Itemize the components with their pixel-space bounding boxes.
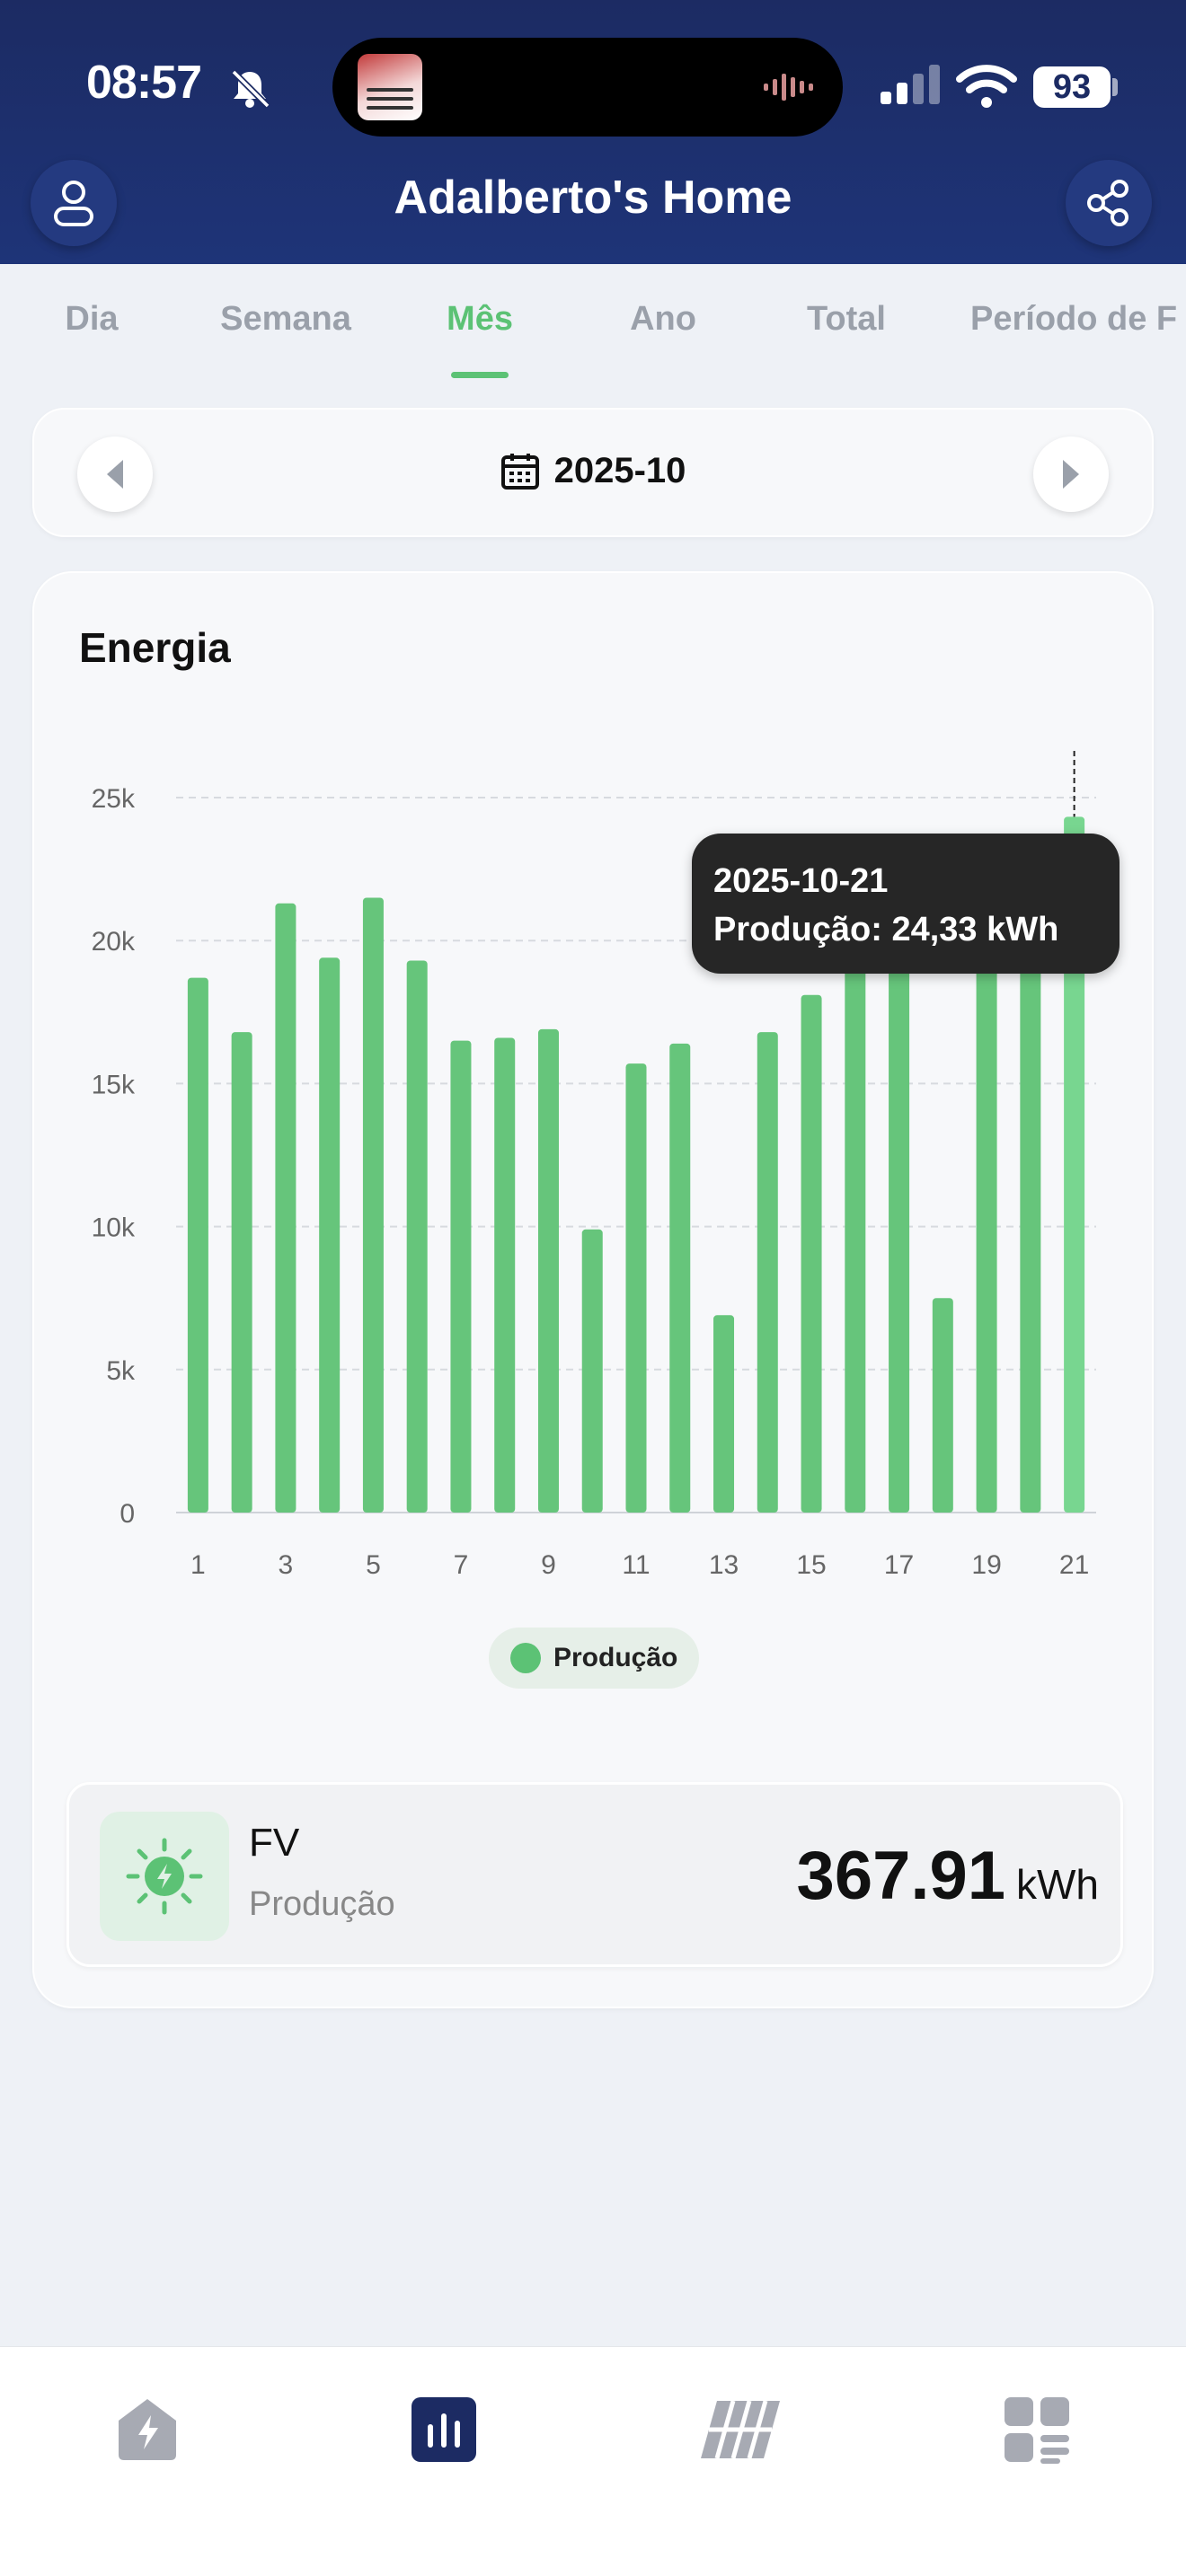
bottom-navigation xyxy=(0,2346,1186,2576)
energy-chart-card: Energia 25k 20k 15k 10k 5k 0 1 3 5 7 9 11 13 15 17 19 21… xyxy=(32,571,1154,2008)
chevron-left-icon xyxy=(107,460,123,489)
chart-legend[interactable]: Produção xyxy=(489,1628,700,1689)
bar xyxy=(450,1040,472,1513)
x-tick-label: 11 xyxy=(622,1550,650,1580)
tab-dia[interactable]: Dia xyxy=(65,300,119,338)
cellular-signal-icon xyxy=(881,65,940,104)
y-tick-label: 15k xyxy=(92,1070,136,1099)
wifi-icon xyxy=(956,65,1017,108)
x-tick-label: 3 xyxy=(279,1550,294,1580)
bar xyxy=(976,940,997,1513)
legend-swatch xyxy=(510,1643,541,1673)
tab-total[interactable]: Total xyxy=(807,300,886,338)
bar xyxy=(1020,834,1041,1513)
date-selector: 2025-10 xyxy=(32,408,1154,537)
x-tick-label: 9 xyxy=(541,1550,556,1580)
pv-summary: FV Produção 367.91 kWh xyxy=(66,1782,1123,1967)
x-tick-label: 17 xyxy=(884,1550,914,1580)
bar xyxy=(757,1032,778,1513)
tab-periodo[interactable]: Período de F xyxy=(970,300,1178,338)
user-icon xyxy=(54,181,93,226)
tooltip-value: Produção: 24,33 kWh xyxy=(713,911,1059,948)
date-display[interactable]: 2025-10 xyxy=(34,451,1152,491)
status-time: 08:57 xyxy=(86,57,202,109)
bar xyxy=(537,1028,559,1513)
y-tick-label: 10k xyxy=(92,1213,136,1243)
bar xyxy=(932,1298,953,1513)
battery-tip xyxy=(1112,78,1118,96)
x-tick-label: 1 xyxy=(190,1550,206,1580)
pv-icon-box xyxy=(100,1812,229,1941)
legend-label: Produção xyxy=(553,1643,678,1672)
home-energy-icon xyxy=(119,2399,176,2460)
pv-total-value: 367.91 xyxy=(796,1838,1005,1914)
tooltip-date: 2025-10-21 xyxy=(713,862,889,900)
battery-indicator: 93 xyxy=(1033,66,1111,108)
bar xyxy=(669,1043,691,1513)
app-header: 08:57 93 xyxy=(0,0,1186,264)
active-tab-indicator xyxy=(451,372,509,378)
bar xyxy=(801,994,822,1513)
nav-statistics[interactable] xyxy=(401,2386,487,2473)
y-tick-label: 25k xyxy=(92,784,136,814)
bar xyxy=(581,1229,603,1513)
pv-total-unit: kWh xyxy=(1016,1861,1099,1908)
bar xyxy=(713,1315,735,1513)
y-tick-label: 20k xyxy=(92,927,136,957)
pv-total: 367.91 kWh xyxy=(797,1837,1099,1915)
bar xyxy=(625,1063,647,1513)
chart-title: Energia xyxy=(79,624,231,671)
nav-more[interactable] xyxy=(994,2386,1080,2473)
x-tick-label: 21 xyxy=(1059,1550,1089,1580)
bar xyxy=(231,1032,252,1513)
previous-month-button[interactable] xyxy=(77,437,153,512)
bar-chart-icon xyxy=(412,2397,476,2462)
chart-tooltip: 2025-10-21 Produção: 24,33 kWh xyxy=(692,834,1120,974)
period-tabs: Dia Semana Mês Ano Total Período de F xyxy=(0,264,1186,381)
bar xyxy=(845,943,866,1513)
bar xyxy=(319,957,341,1513)
bar xyxy=(1064,816,1085,1513)
dashboard-grid-icon xyxy=(1005,2397,1069,2464)
x-tick-label: 15 xyxy=(796,1550,826,1580)
solar-panel-icon xyxy=(701,2400,780,2459)
solar-sun-icon xyxy=(126,1838,203,1915)
dynamic-island xyxy=(332,38,843,137)
x-tick-label: 13 xyxy=(709,1550,739,1580)
page-title: Adalberto's Home xyxy=(394,172,792,224)
bar xyxy=(494,1037,516,1513)
profile-button[interactable] xyxy=(31,160,117,246)
bar xyxy=(362,897,384,1513)
x-tick-label: 7 xyxy=(454,1550,469,1580)
chevron-right-icon xyxy=(1063,460,1079,489)
tab-mes[interactable]: Mês xyxy=(447,300,513,338)
bar xyxy=(889,963,910,1513)
nav-devices[interactable] xyxy=(697,2386,783,2473)
share-button[interactable] xyxy=(1066,160,1152,246)
tab-ano[interactable]: Ano xyxy=(630,300,696,338)
pv-sublabel: Produção xyxy=(249,1885,395,1923)
y-tick-label: 5k xyxy=(106,1356,136,1386)
x-tick-label: 5 xyxy=(366,1550,381,1580)
bell-off-icon xyxy=(231,69,270,109)
next-month-button[interactable] xyxy=(1033,437,1109,512)
y-tick-label: 0 xyxy=(119,1499,135,1529)
bar xyxy=(406,960,428,1513)
bar xyxy=(275,903,296,1513)
nav-home[interactable] xyxy=(104,2386,190,2473)
now-playing-thumbnail xyxy=(358,54,422,120)
pv-label: FV xyxy=(249,1821,300,1865)
selected-month: 2025-10 xyxy=(553,451,686,490)
audio-wave-icon xyxy=(764,74,813,101)
calendar-icon xyxy=(500,453,539,490)
share-icon xyxy=(1087,180,1128,226)
x-tick-label: 19 xyxy=(971,1550,1001,1580)
bar xyxy=(187,977,208,1513)
tab-semana[interactable]: Semana xyxy=(220,300,351,338)
